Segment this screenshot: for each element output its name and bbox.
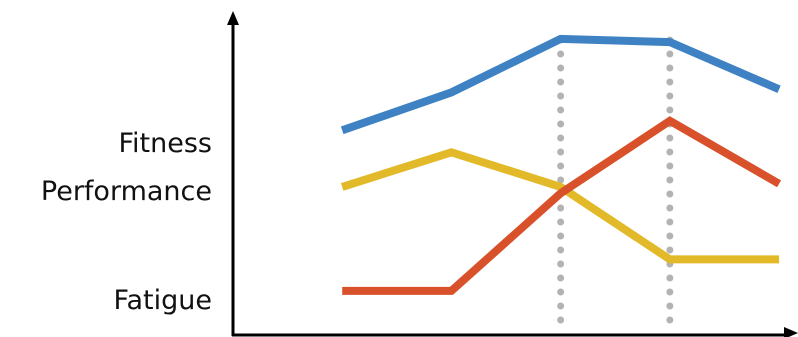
x-axis-arrowhead bbox=[784, 327, 798, 337]
series-line-fitness bbox=[340, 34, 781, 135]
vertical-markers bbox=[557, 36, 674, 332]
series-labels: Fitness Performance Fatigue bbox=[41, 128, 212, 316]
series-label-performance: Performance bbox=[41, 176, 212, 207]
series-lines bbox=[340, 34, 782, 295]
series-line-performance bbox=[340, 148, 780, 264]
series-label-fitness: Fitness bbox=[118, 128, 212, 159]
series-line-fatigue bbox=[342, 116, 782, 295]
series-label-fatigue: Fatigue bbox=[113, 285, 212, 316]
axes bbox=[227, 11, 798, 337]
y-axis-arrowhead bbox=[227, 11, 239, 25]
